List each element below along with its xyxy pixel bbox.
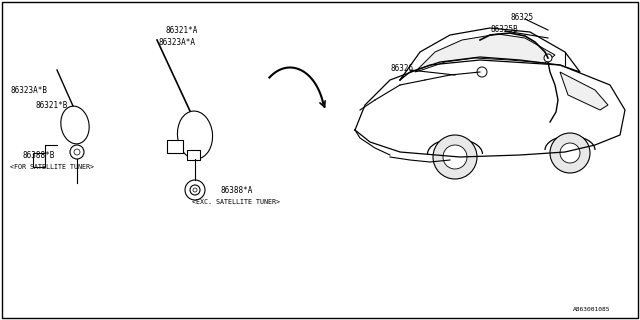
Circle shape	[477, 67, 487, 77]
Circle shape	[560, 143, 580, 163]
Circle shape	[544, 54, 552, 62]
Text: 86321*A: 86321*A	[165, 26, 197, 35]
Circle shape	[433, 135, 477, 179]
Text: <FOR SATELLITE TUNER>: <FOR SATELLITE TUNER>	[10, 164, 94, 170]
Bar	[33, 153, 45, 167]
Bar	[187, 150, 200, 160]
Circle shape	[74, 149, 80, 155]
Text: 86326: 86326	[390, 63, 413, 73]
Circle shape	[193, 188, 197, 192]
Text: 86323A*A: 86323A*A	[158, 37, 195, 46]
Text: 86325: 86325	[510, 12, 533, 21]
Text: 86323A*B: 86323A*B	[10, 85, 47, 94]
Polygon shape	[415, 34, 555, 72]
Text: 86321*B: 86321*B	[35, 100, 67, 109]
Text: 86325B: 86325B	[490, 25, 518, 34]
Circle shape	[70, 145, 84, 159]
Circle shape	[190, 185, 200, 195]
Text: A863001085: A863001085	[573, 307, 610, 312]
Ellipse shape	[61, 106, 89, 144]
Ellipse shape	[177, 111, 212, 159]
Circle shape	[443, 145, 467, 169]
Circle shape	[185, 180, 205, 200]
Text: <EXC. SATELLITE TUNER>: <EXC. SATELLITE TUNER>	[192, 199, 280, 205]
Text: 86388*B: 86388*B	[22, 150, 54, 159]
Bar	[167, 140, 183, 153]
Polygon shape	[560, 72, 608, 110]
Text: 86388*A: 86388*A	[220, 186, 252, 195]
Circle shape	[550, 133, 590, 173]
